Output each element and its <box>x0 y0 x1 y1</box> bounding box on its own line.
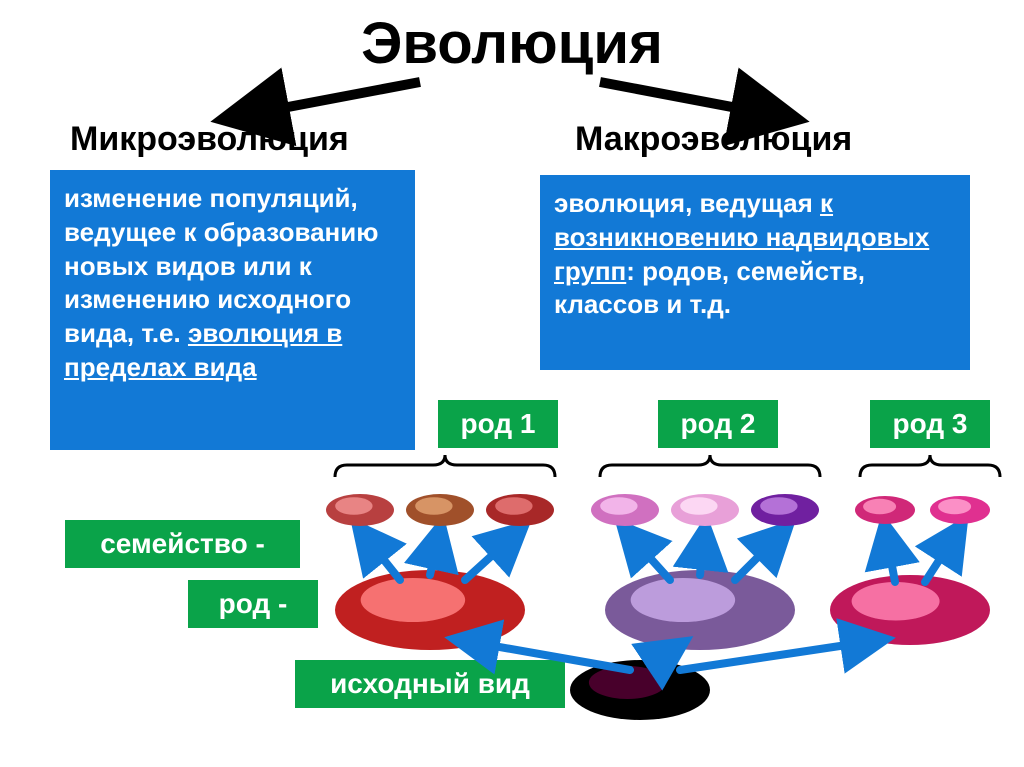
label-rod: род - <box>188 580 318 628</box>
label-family: семейство - <box>65 520 300 568</box>
macro-text-pre: эволюция, ведущая <box>554 188 820 218</box>
label-source-species: исходный вид <box>295 660 565 708</box>
macro-subtitle: Макроэволюция <box>575 120 852 159</box>
label-rod-2: род 2 <box>658 400 778 448</box>
label-rod-3: род 3 <box>870 400 990 448</box>
micro-definition-box: изменение популяций, ведущее к образован… <box>50 170 415 450</box>
micro-subtitle: Микроэволюция <box>70 120 349 159</box>
label-rod-1: род 1 <box>438 400 558 448</box>
main-title: Эволюция <box>0 10 1024 77</box>
macro-definition-box: эволюция, ведущая к возникновению надвид… <box>540 175 970 370</box>
